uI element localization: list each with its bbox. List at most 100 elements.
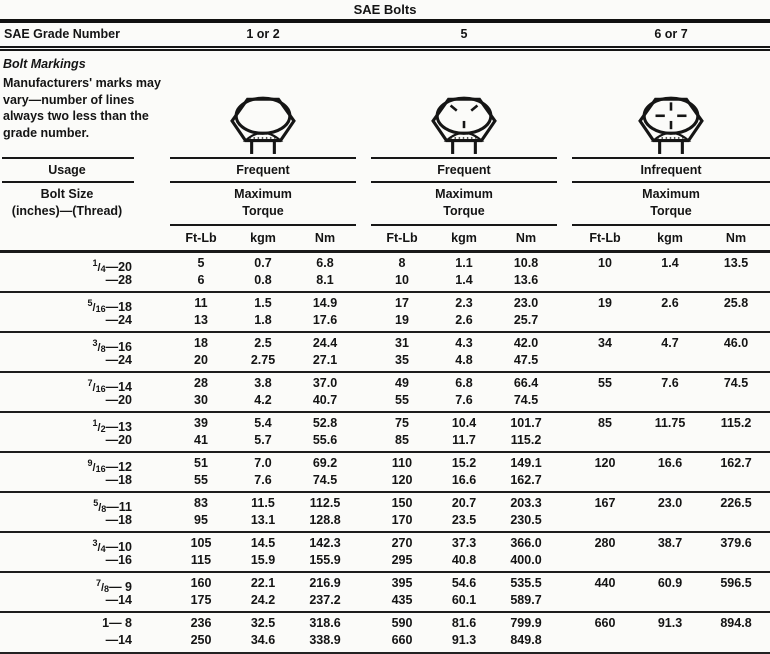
torque-value-cell: 49 55 <box>395 376 409 407</box>
torque-value-cell: 2.5 2.75 <box>250 336 276 367</box>
torque-value-cell: 37.0 40.7 <box>312 376 338 407</box>
partial-rules <box>0 156 770 160</box>
torque-value-cell: 535.5 589.7 <box>510 576 542 607</box>
torque-row: 1— 8 —14 236 250 32.5 34.6 318.6 338.9 590 660 81.… <box>0 611 770 651</box>
torque-value-cell: 115.2 <box>720 416 752 430</box>
bolt-head-grade-6-7-icon <box>572 72 770 156</box>
usage-row: Usage Frequent Frequent Infrequent <box>0 160 770 180</box>
maximum-torque-header: Maximum Torque <box>435 187 493 218</box>
unit-kgm-header: kgm <box>657 231 683 245</box>
bolt-size-cell: 7/16—14 —20 <box>87 378 133 407</box>
bolt-markings-row: Manufacturers' marks may vary—number of … <box>0 72 770 156</box>
bolt-size-cell: 7/8— 9 —14 <box>95 578 132 607</box>
bolt-size-cell: 1/2—13 —20 <box>92 418 133 447</box>
divider-top <box>0 19 770 23</box>
torque-value-cell: 39 41 <box>194 416 208 447</box>
torque-value-cell: 10.4 11.7 <box>451 416 477 447</box>
bolt-size-cell: 3/8—16 —24 <box>92 338 133 367</box>
torque-value-cell: 11.75 <box>654 416 686 430</box>
unit-ftlb-header: Ft-Lb <box>589 231 621 245</box>
unit-kgm-header: kgm <box>451 231 477 245</box>
torque-value-cell: 11 13 <box>194 296 208 327</box>
torque-value-cell: 149.1 162.7 <box>510 456 542 487</box>
torque-value-cell: 590 660 <box>391 616 413 647</box>
bolt-size-cell: 1— 8 —14 <box>102 616 132 647</box>
torque-value-cell: 51 55 <box>194 456 208 487</box>
torque-value-cell: 112.5 128.8 <box>309 496 341 527</box>
torque-value-cell: 15.2 16.6 <box>451 456 477 487</box>
torque-value-cell: 55 <box>598 376 612 390</box>
torque-value-cell: 19 <box>598 296 612 310</box>
torque-value-cell: 270 295 <box>391 536 413 567</box>
torque-value-cell: 167 <box>594 496 616 510</box>
torque-row: 1/4—20 —28 5 6 0.7 0.8 6.8 8.1 8 10 1.1 1.4 10.8 13.6… <box>0 253 770 291</box>
torque-value-cell: 1.5 1.8 <box>254 296 272 327</box>
bolt-head-grade-5-icon <box>371 72 557 156</box>
torque-value-cell: 280 <box>594 536 616 550</box>
unit-nm-header: Nm <box>515 231 537 245</box>
torque-value-cell: 81.6 91.3 <box>451 616 477 647</box>
torque-row: 1/2—13 —20 39 41 5.4 5.7 52.8 55.6 75 85 10.4 11.7 1… <box>0 411 770 451</box>
page-title: SAE Bolts <box>353 2 417 17</box>
torque-value-cell: 25.8 <box>723 296 749 310</box>
torque-row: 7/8— 9 —14 160 175 22.1 24.2 216.9 237.2 395 435 5… <box>0 571 770 611</box>
divider-header-body <box>0 250 770 253</box>
torque-value-cell: 3.8 4.2 <box>254 376 272 407</box>
grade-number-row: SAE Grade Number 1 or 2 5 6 or 7 <box>0 23 770 46</box>
unit-kgm-header: kgm <box>250 231 276 245</box>
units-header-row: Ft-Lb kgm Nm Ft-Lb kgm Nm Ft-Lb kgm Nm <box>0 227 770 250</box>
torque-value-cell: 83 95 <box>194 496 208 527</box>
torque-value-cell: 16.6 <box>657 456 683 470</box>
usage-grade-5: Frequent <box>437 163 491 177</box>
torque-table-body: 1/4—20 —28 5 6 0.7 0.8 6.8 8.1 8 10 1.1 1.4 10.8 13.6… <box>0 253 770 651</box>
torque-value-cell: 66.4 74.5 <box>513 376 539 407</box>
torque-value-cell: 799.9 849.8 <box>510 616 542 647</box>
torque-value-cell: 2.6 <box>661 296 679 310</box>
grade-value-6-or-7: 6 or 7 <box>654 27 688 41</box>
torque-value-cell: 379.6 <box>720 536 752 550</box>
torque-value-cell: 7.6 <box>661 376 679 390</box>
torque-value-cell: 216.9 237.2 <box>309 576 341 607</box>
torque-value-cell: 91.3 <box>657 616 683 630</box>
markings-note: Manufacturers' marks may vary—number of … <box>3 76 161 140</box>
maximum-torque-header: Maximum Torque <box>642 187 700 218</box>
partial-rules <box>0 180 770 184</box>
torque-value-cell: 7.0 7.6 <box>254 456 272 487</box>
torque-value-cell: 37.3 40.8 <box>451 536 477 567</box>
bolt-size-cell: 5/16—18 —24 <box>87 298 133 327</box>
bolt-size-cell: 5/8—11 —18 <box>93 498 132 527</box>
maximum-torque-header: Maximum Torque <box>234 187 292 218</box>
torque-value-cell: 0.7 0.8 <box>254 256 272 287</box>
torque-value-cell: 13.5 <box>723 256 749 270</box>
torque-value-cell: 120 <box>594 456 616 470</box>
bolt-size-cell: 3/4—10 —16 <box>92 538 133 567</box>
torque-value-cell: 23.0 <box>657 496 683 510</box>
torque-value-cell: 28 30 <box>194 376 208 407</box>
torque-value-cell: 18 20 <box>194 336 208 367</box>
torque-value-cell: 150 170 <box>391 496 413 527</box>
torque-value-cell: 14.9 17.6 <box>312 296 338 327</box>
torque-value-cell: 52.8 55.6 <box>312 416 338 447</box>
torque-value-cell: 6.8 7.6 <box>455 376 473 407</box>
usage-grade-6-7: Infrequent <box>640 163 702 177</box>
torque-value-cell: 23.0 25.7 <box>513 296 539 327</box>
torque-value-cell: 85 <box>598 416 612 430</box>
torque-value-cell: 1.1 1.4 <box>455 256 473 287</box>
torque-value-cell: 160 175 <box>190 576 212 607</box>
bolt-markings-heading: Bolt Markings <box>3 57 86 71</box>
torque-row: 9/16—12 —18 51 55 7.0 7.6 69.2 74.5 110 120 15.2 16… <box>0 451 770 491</box>
torque-value-cell: 105 115 <box>190 536 212 567</box>
torque-value-cell: 110 120 <box>391 456 413 487</box>
torque-value-cell: 31 35 <box>395 336 409 367</box>
torque-value-cell: 236 250 <box>190 616 212 647</box>
unit-ftlb-header: Ft-Lb <box>386 231 418 245</box>
torque-row: 7/16—14 —20 28 30 3.8 4.2 37.0 40.7 49 55 6.8 7.6 66… <box>0 371 770 411</box>
torque-row: 5/8—11 —18 83 95 11.5 13.1 112.5 128.8 150 170 20.… <box>0 491 770 531</box>
torque-value-cell: 10.8 13.6 <box>513 256 539 287</box>
torque-value-cell: 894.8 <box>720 616 752 630</box>
grade-value-1-or-2: 1 or 2 <box>246 27 280 41</box>
torque-value-cell: 101.7 115.2 <box>510 416 542 447</box>
unit-ftlb-header: Ft-Lb <box>185 231 217 245</box>
torque-value-cell: 4.3 4.8 <box>455 336 473 367</box>
